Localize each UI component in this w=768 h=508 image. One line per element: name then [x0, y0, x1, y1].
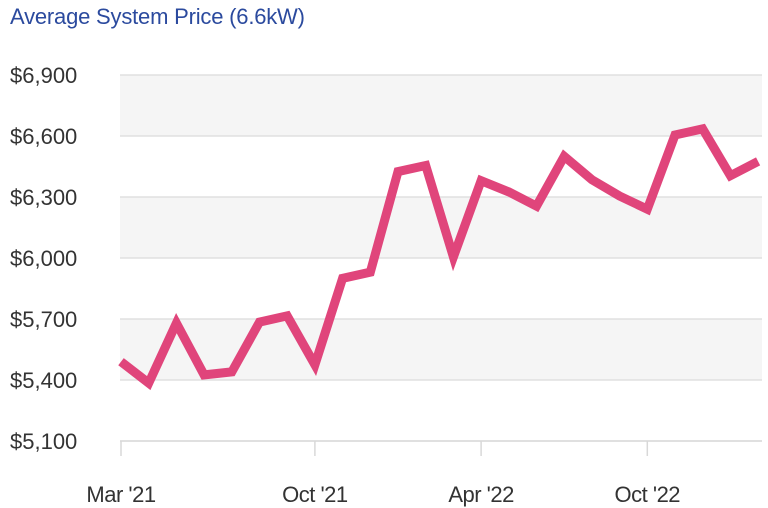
- y-tick-label: $5,400: [10, 368, 77, 393]
- x-axis: Mar '21 Oct '21 Apr '22 Oct '22: [86, 441, 681, 507]
- x-tick-label: Apr '22: [448, 482, 514, 507]
- y-tick-label: $6,000: [10, 246, 77, 271]
- y-tick-label: $6,900: [10, 63, 77, 88]
- x-tick-label: Oct '22: [615, 482, 681, 507]
- y-axis-labels: $5,100 $5,400 $5,700 $6,000 $6,300 $6,600 $6,9…: [10, 63, 77, 454]
- price-line: [118, 123, 761, 391]
- y-tick-label: $5,100: [10, 429, 77, 454]
- y-tick-label: $5,700: [10, 307, 77, 332]
- chart-title: Average System Price (6.6kW): [10, 4, 305, 29]
- x-tick-label: Oct '21: [282, 482, 348, 507]
- y-tick-label: $6,300: [10, 185, 77, 210]
- gridlines: [120, 74, 762, 442]
- x-tick-label: Mar '21: [86, 482, 155, 507]
- y-tick-label: $6,600: [10, 124, 77, 149]
- plot-band: [120, 75, 762, 136]
